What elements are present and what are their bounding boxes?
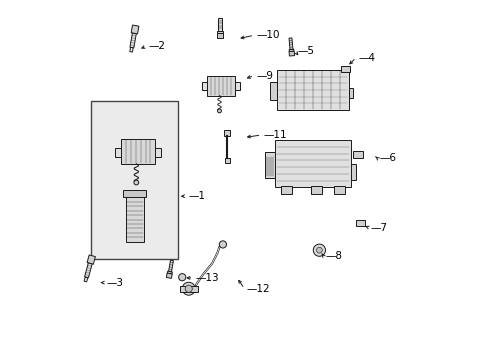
Polygon shape bbox=[288, 51, 294, 56]
Polygon shape bbox=[87, 255, 95, 264]
Bar bbox=[270, 82, 276, 100]
Bar bbox=[121, 139, 155, 164]
Bar bbox=[125, 197, 143, 242]
Circle shape bbox=[313, 244, 325, 256]
Circle shape bbox=[134, 180, 139, 185]
Bar bbox=[115, 148, 121, 157]
Polygon shape bbox=[166, 273, 172, 278]
Polygon shape bbox=[217, 33, 223, 38]
Polygon shape bbox=[84, 263, 92, 278]
Bar bbox=[155, 148, 161, 157]
Text: —7: —7 bbox=[370, 222, 387, 233]
Bar bbox=[340, 66, 349, 72]
Text: —1: —1 bbox=[188, 191, 205, 201]
Bar bbox=[280, 186, 292, 194]
Bar bbox=[350, 164, 355, 180]
Text: —12: —12 bbox=[246, 284, 270, 294]
Text: —4: —4 bbox=[358, 53, 374, 63]
Text: —6: —6 bbox=[379, 153, 396, 163]
Bar bbox=[224, 130, 230, 136]
Polygon shape bbox=[217, 31, 222, 33]
Bar bbox=[348, 88, 352, 98]
Text: —8: —8 bbox=[325, 251, 342, 261]
Polygon shape bbox=[130, 33, 136, 48]
Bar bbox=[355, 220, 365, 226]
Bar bbox=[234, 82, 240, 90]
Text: —13: —13 bbox=[195, 273, 219, 283]
Polygon shape bbox=[288, 38, 292, 49]
Bar bbox=[276, 70, 348, 110]
Bar bbox=[202, 82, 207, 90]
Circle shape bbox=[217, 109, 221, 113]
Bar bbox=[333, 186, 345, 194]
Text: —3: —3 bbox=[107, 278, 124, 288]
Text: —5: —5 bbox=[296, 46, 313, 56]
Bar bbox=[123, 190, 146, 197]
Text: —2: —2 bbox=[148, 41, 165, 51]
Bar bbox=[264, 152, 275, 178]
Polygon shape bbox=[167, 271, 172, 274]
Bar bbox=[310, 186, 322, 194]
Polygon shape bbox=[168, 260, 173, 272]
Polygon shape bbox=[218, 18, 221, 31]
Bar bbox=[224, 158, 229, 163]
Bar bbox=[91, 101, 178, 259]
Circle shape bbox=[185, 285, 192, 292]
Text: —9: —9 bbox=[256, 71, 273, 81]
Polygon shape bbox=[288, 49, 293, 51]
Bar bbox=[275, 140, 350, 187]
Bar bbox=[352, 151, 363, 158]
Text: —11: —11 bbox=[263, 130, 286, 140]
Polygon shape bbox=[84, 277, 87, 282]
Circle shape bbox=[178, 274, 185, 281]
Circle shape bbox=[182, 282, 195, 295]
Text: —10: —10 bbox=[256, 30, 279, 40]
Polygon shape bbox=[129, 48, 133, 52]
Circle shape bbox=[219, 241, 226, 248]
Bar bbox=[179, 286, 197, 292]
Bar bbox=[207, 76, 234, 96]
Circle shape bbox=[316, 247, 322, 253]
Polygon shape bbox=[131, 25, 139, 34]
